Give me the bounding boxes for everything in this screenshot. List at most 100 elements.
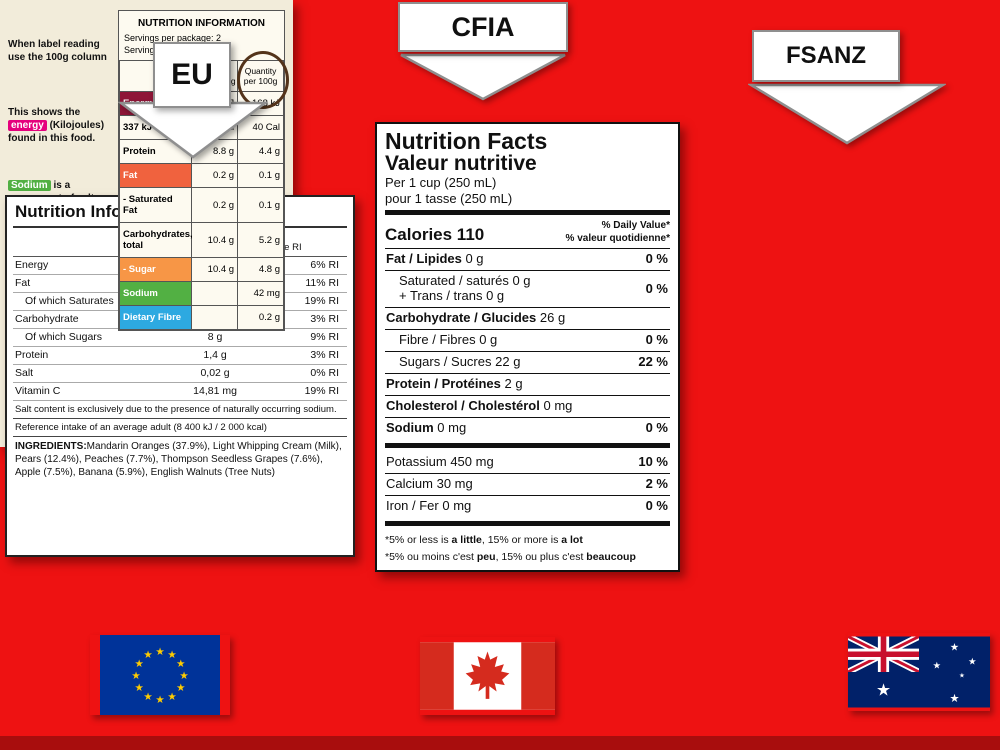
nutrient-value: 1,4 g	[203, 349, 227, 362]
eu-ingredients-text: Mandarin Oranges (37.9%), Light Whipping…	[15, 440, 342, 478]
table-row: Salt 0,02 g 0% RI	[13, 365, 347, 383]
nutrient-name: Carbohydrates, total	[118, 222, 193, 259]
nutrient-ri: 3% RI	[310, 313, 339, 326]
table-row: Fat 0.2 g 0.1 g	[118, 163, 284, 189]
cfia-dv-header-fr: % valeur quotidienne*	[565, 232, 670, 244]
value-per-100g: 0.2 g	[237, 305, 284, 331]
value-per-100g: 4.8 g	[237, 257, 284, 283]
cfia-footnote-fr: *5% ou moins c'est peu, 15% ou plus c'es…	[385, 550, 636, 563]
nutrient-ri: 6% RI	[310, 259, 339, 272]
nutrient-amount: 0 g	[479, 332, 498, 348]
table-row: Carbohydrates, total 10.4 g 5.2 g	[118, 222, 284, 259]
cfia-down-arrow-icon	[400, 53, 566, 101]
table-row: - Saturated Fat 0.2 g 0.1 g	[118, 187, 284, 224]
svg-text:★: ★	[155, 694, 164, 706]
nutrient-name: Carbohydrate / Glucides	[386, 310, 537, 326]
svg-text:★: ★	[179, 670, 188, 682]
cfia-daily-value-header: % Daily Value* % valeur quotidienne*	[566, 220, 670, 245]
value-per-100g: 42 mg	[237, 281, 284, 307]
nutrient-amount: 30 mg	[436, 475, 473, 491]
nutrient-label: Protein / Protéines 2 g	[385, 376, 523, 392]
cfia-calories: Calories 110	[385, 225, 485, 245]
sodium-highlight: Sodium	[8, 180, 51, 191]
eu-reference-intake-note: Reference intake of an average adult (8 …	[13, 419, 347, 437]
nutrient-dv: 0 %	[645, 280, 668, 296]
nutrient-dv: 10 %	[638, 453, 668, 469]
table-row: Dietary Fibre 0.2 g	[118, 305, 284, 331]
nutrient-name: Sugars / Sucres	[399, 354, 492, 370]
nutrient-dv: 0 %	[645, 332, 668, 348]
nutrient-name: Iron / Fer	[386, 497, 439, 513]
fsanz-table-title: NUTRITION INFORMATION	[137, 18, 266, 29]
cfia-nutrition-facts-label: Nutrition Facts Valeur nutritive Per 1 c…	[375, 122, 680, 572]
nutrient-label: Sugars / Sucres 22 g	[385, 354, 521, 370]
nutrient-name: Fat / Lipides	[386, 251, 462, 267]
svg-text:★: ★	[950, 642, 959, 654]
divider	[385, 520, 670, 526]
svg-text:★: ★	[155, 646, 164, 658]
nutrient-name: Fibre / Fibres	[399, 332, 476, 348]
eu-down-arrow-icon	[118, 101, 268, 159]
svg-text:★: ★	[176, 682, 185, 694]
nutrient-name: Vitamin C	[15, 385, 61, 398]
value-per-serving: 10.4 g	[191, 222, 239, 259]
value-per-serving	[191, 281, 239, 307]
nutrient-amount: 22 g	[495, 354, 521, 370]
value-per-100g: 0.1 g	[237, 163, 284, 189]
value-per-100g: 5.2 g	[237, 222, 284, 259]
nutrient-name: Protein	[15, 349, 49, 362]
cfia-dv-header-en: % Daily Value*	[601, 220, 670, 232]
nutrient-name: Fat	[118, 163, 193, 189]
eu-salt-note: Salt content is exclusively due to the p…	[13, 401, 347, 419]
value-per-serving: 10.4 g	[191, 257, 239, 283]
svg-text:★: ★	[949, 692, 959, 705]
svg-text:★: ★	[176, 658, 185, 670]
nutrient-amount: 2 g	[504, 376, 523, 391]
cfia-title-en: Nutrition Facts	[385, 128, 548, 154]
nutrient-ri: 19% RI	[304, 295, 339, 308]
table-row: Protein / Protéines 2 g	[385, 374, 670, 396]
nutrient-name: Of which Sugars	[25, 331, 103, 344]
divider	[385, 210, 670, 216]
nutrient-name: Fat	[15, 277, 31, 290]
eu-ingredients: INGREDIENTS:Mandarin Oranges (37.9%), Li…	[13, 437, 347, 479]
tip-use-100g-column: When label reading use the 100g column	[8, 39, 107, 63]
nutrient-ri: 19% RI	[304, 385, 339, 398]
nutrient-amount: 0 mg	[437, 419, 467, 435]
nutrient-amount: 450 mg	[450, 453, 494, 469]
svg-text:★: ★	[876, 679, 891, 699]
value-per-serving	[191, 305, 239, 331]
fsanz-down-arrow-icon	[748, 83, 946, 145]
svg-text:★: ★	[143, 649, 152, 661]
nutrient-name: Of which Saturates	[25, 295, 114, 308]
table-row: Saturated / saturés 0 g + Trans / trans …	[385, 271, 670, 309]
svg-text:★: ★	[167, 691, 176, 703]
table-row: Sodium 42 mg	[118, 281, 284, 307]
australia-flag-icon: ★ ★ ★ ★ ★ ★	[848, 636, 990, 708]
bottom-border-strip	[0, 736, 1000, 750]
fsanz-servings-per-package: Servings per package: 2	[124, 33, 222, 43]
divider	[385, 442, 670, 448]
nutrient-value: 14,81 mg	[193, 385, 237, 398]
fsanz-arrow-label: FSANZ	[752, 30, 900, 82]
value-per-serving: 0.2 g	[191, 163, 239, 189]
tip-energy: This shows the energy (Kilojoules) found…	[8, 107, 105, 144]
nutrient-name: Cholesterol / Cholestérol	[386, 397, 540, 413]
nutrient-label: Fibre / Fibres 0 g	[385, 332, 498, 348]
table-row: Of which Sugars 8 g 9% RI	[13, 329, 347, 347]
nutrient-label: Sodium 0 mg	[385, 419, 467, 436]
nutrient-ri: 3% RI	[310, 349, 339, 362]
energy-highlight: energy	[8, 120, 47, 131]
nutrient-amount: 0 g	[465, 251, 484, 267]
nutrient-name: - Sugar	[118, 257, 193, 283]
nutrient-name: Calcium	[386, 475, 433, 491]
eu-flag-icon: ★ ★★ ★★★ ★★★ ★★★	[100, 635, 220, 715]
nutrient-name: Salt	[15, 367, 34, 380]
nutrient-ri: 0% RI	[310, 367, 339, 380]
table-row: Protein 1,4 g 3% RI	[13, 347, 347, 365]
table-row: Vitamin C 14,81 mg 19% RI	[13, 383, 347, 401]
value-per-100g: 0.1 g	[237, 187, 284, 224]
southern-cross-stars: ★ ★ ★ ★ ★ ★	[876, 642, 976, 705]
nutrient-amount: 26 g	[539, 310, 566, 326]
